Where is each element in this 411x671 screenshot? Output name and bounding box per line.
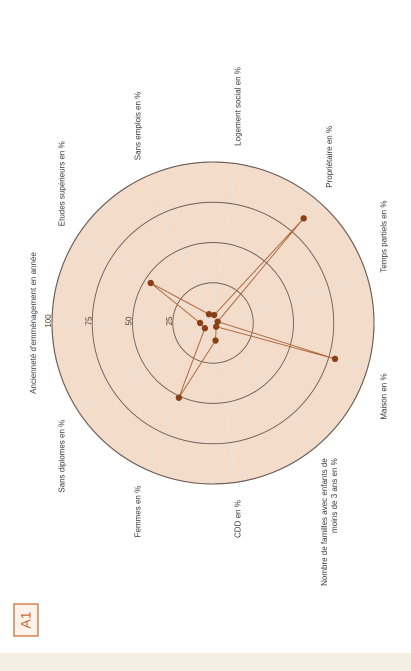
series-polygon xyxy=(150,218,336,398)
axis-label-line: Etudes supérieurs en % xyxy=(58,141,67,226)
axis-label: Nombre de familles avec enfants demoins … xyxy=(320,458,339,586)
axis-label: Temps partiels en % xyxy=(380,201,389,273)
ring-label: 50 xyxy=(125,316,134,325)
series-point xyxy=(205,311,213,318)
axis-label-line: Nombre de familles avec enfants de xyxy=(320,458,329,586)
axis-label: Logement social en % xyxy=(234,67,243,146)
axis-label: CDD en % xyxy=(234,500,243,538)
axis-label-line: Logement social en % xyxy=(234,67,243,146)
axis-label: Ancienneté d'emménagement en année xyxy=(29,252,38,394)
axis-label: Maison en % xyxy=(380,373,389,419)
axis-label: Sans diplomes en % xyxy=(58,420,67,493)
axis-label: Sans emplois en % xyxy=(134,92,143,160)
radar-ring xyxy=(51,161,375,485)
series-point xyxy=(214,318,221,325)
series-point xyxy=(147,279,154,287)
badge: A1 xyxy=(13,603,39,637)
series-point xyxy=(210,311,218,319)
series-point xyxy=(300,215,307,222)
radar-ring xyxy=(132,242,294,404)
axis-label-line: Temps partiels en % xyxy=(380,201,389,273)
series-point xyxy=(175,394,183,401)
ring-label: 75 xyxy=(84,316,93,325)
axis-label-line: Sans emplois en % xyxy=(134,92,143,160)
ring-label: 25 xyxy=(165,316,174,325)
series-point xyxy=(212,323,220,330)
axis-label: Femmes en % xyxy=(134,486,143,538)
series-point xyxy=(201,325,209,332)
badge-label: A1 xyxy=(18,611,34,628)
series-point xyxy=(331,355,339,363)
ring-label: 100 xyxy=(44,314,53,328)
badge-box xyxy=(13,603,39,637)
axis-label-line: moins de 3 ans en % xyxy=(330,458,339,533)
axis-label-line: Maison en % xyxy=(380,373,389,419)
axis-label-line: Sans diplomes en % xyxy=(58,420,67,493)
axis-label-line: CDD en % xyxy=(234,500,243,538)
axis-label: Etudes supérieurs en % xyxy=(58,141,67,226)
radar-rotated-group: 25 50 75 100 Ancienneté d'emménagement en an… xyxy=(29,67,389,586)
axis-label-line: Propriétaire en % xyxy=(325,126,334,188)
series-point xyxy=(212,337,219,344)
axis-label: Propriétaire en % xyxy=(325,126,334,188)
radar-ring xyxy=(172,282,254,364)
axis-label-line: Femmes en % xyxy=(134,486,143,538)
series-point xyxy=(196,319,204,327)
radar-ring xyxy=(91,201,335,445)
bottom-strip xyxy=(0,653,411,671)
axis-label-line: Ancienneté d'emménagement en année xyxy=(29,252,38,394)
